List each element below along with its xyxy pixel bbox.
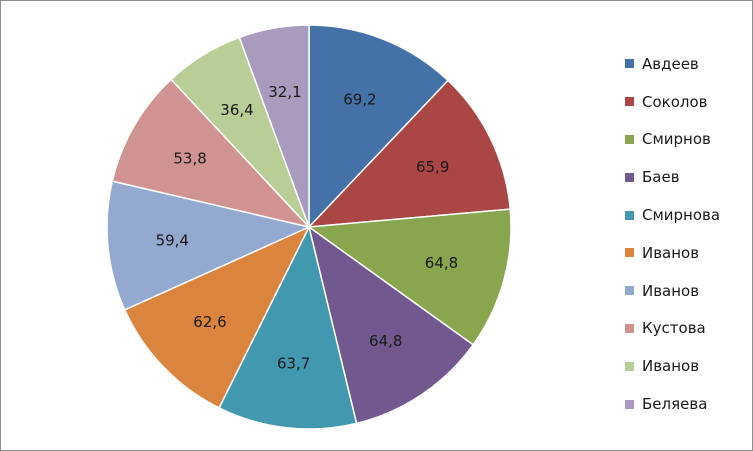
legend-swatch [625, 210, 634, 220]
pie-slice-7 [111, 78, 312, 229]
legend-label: Авдеев [642, 54, 699, 73]
legend-item: Кустова [625, 310, 750, 348]
legend-swatch [625, 286, 634, 296]
legend-swatch [625, 134, 634, 144]
legend-item: Смирнова [625, 196, 750, 234]
slice-value-label: 36,4 [220, 101, 253, 119]
legend-label: Иванов [642, 357, 700, 376]
slice-value-label: 59,4 [156, 231, 189, 249]
legend: Авдеев Соколов Смирнов Баев Смирнова Иванов Ив… [625, 45, 750, 423]
legend-swatch [625, 399, 634, 409]
slice-value-label: 53,8 [173, 149, 206, 167]
slice-value-label: 62,6 [193, 313, 226, 331]
legend-item: Иванов [625, 234, 750, 272]
legend-swatch [625, 323, 634, 333]
slice-value-label: 64,8 [425, 254, 458, 272]
legend-item: Авдеев [625, 45, 750, 83]
legend-label: Смирнов [642, 130, 711, 149]
legend-label: Беляева [642, 395, 708, 414]
pie-slice-5 [123, 225, 311, 409]
legend-swatch [625, 59, 634, 69]
slice-value-label: 32,1 [268, 83, 301, 101]
legend-label: Иванов [642, 281, 700, 300]
legend-label: Иванов [642, 243, 700, 262]
slice-value-label: 69,2 [343, 90, 376, 108]
legend-label: Соколов [642, 92, 708, 111]
slice-value-label: 65,9 [416, 158, 449, 176]
legend-swatch [625, 361, 634, 371]
legend-swatch [625, 97, 634, 107]
legend-label: Смирнова [642, 206, 721, 225]
legend-swatch [625, 172, 634, 182]
legend-item: Смирнов [625, 121, 750, 159]
pie-slice-2 [306, 208, 512, 346]
legend-item: Иванов [625, 272, 750, 310]
pie-slice-4 [218, 224, 358, 430]
legend-label: Баев [642, 168, 680, 187]
legend-swatch [625, 248, 634, 258]
legend-item: Иванов [625, 347, 750, 385]
legend-label: Кустова [642, 319, 706, 338]
legend-item: Беляева [625, 385, 750, 423]
pie-slice-0 [308, 24, 450, 229]
slice-value-label: 64,8 [369, 332, 402, 350]
legend-item: Соколов [625, 83, 750, 121]
slice-value-label: 63,7 [277, 355, 310, 373]
legend-item: Баев [625, 158, 750, 196]
pie-slice-3 [307, 225, 475, 425]
pie-slice-9 [238, 24, 310, 228]
pie-slice-1 [307, 79, 512, 228]
pie-slice-6 [106, 180, 312, 311]
